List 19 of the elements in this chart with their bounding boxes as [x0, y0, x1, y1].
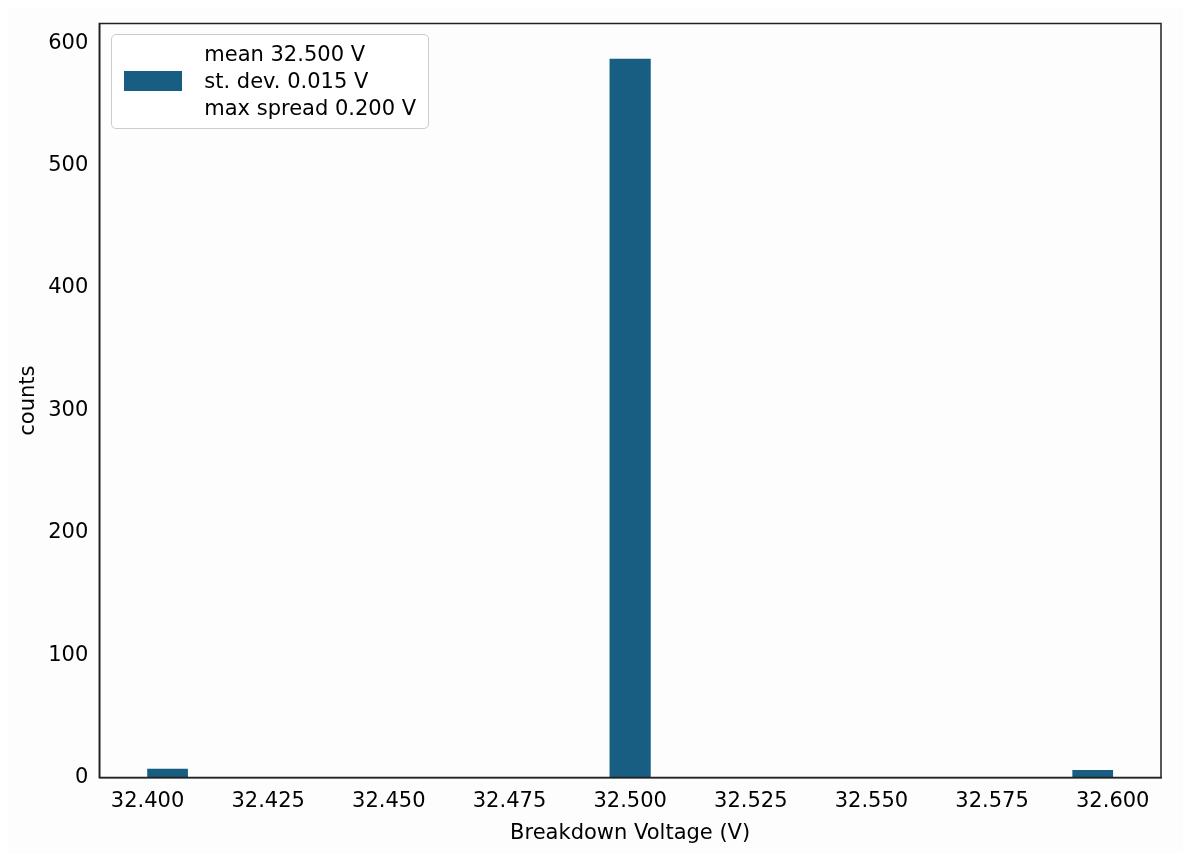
- x-axis-title: Breakdown Voltage (V): [510, 819, 751, 844]
- x-tick-label: 32.450: [352, 787, 426, 812]
- x-tick-label: 32.500: [593, 787, 667, 812]
- x-tick-label: 32.550: [834, 787, 909, 812]
- x-tick-label: 32.475: [472, 787, 547, 812]
- y-tick-label: 400: [48, 274, 89, 299]
- x-tick-label: 32.525: [714, 787, 788, 812]
- legend-label: mean 32.500 V st. dev. 0.015 V max spread 0.200 V: [204, 40, 417, 122]
- y-tick-label: 100: [48, 641, 89, 666]
- x-tick-label: 32.400: [110, 787, 185, 812]
- x-tick-label: 32.600: [1076, 787, 1150, 812]
- x-tick-label: 32.425: [231, 787, 305, 812]
- y-tick-label: 300: [48, 396, 89, 421]
- y-tick-label: 200: [48, 519, 89, 544]
- y-tick-label: 0: [74, 764, 89, 789]
- y-tick-label: 500: [48, 152, 89, 177]
- y-axis-title: counts: [15, 365, 40, 436]
- x-tick-label: 32.575: [955, 787, 1029, 812]
- y-tick-label: 600: [48, 29, 89, 54]
